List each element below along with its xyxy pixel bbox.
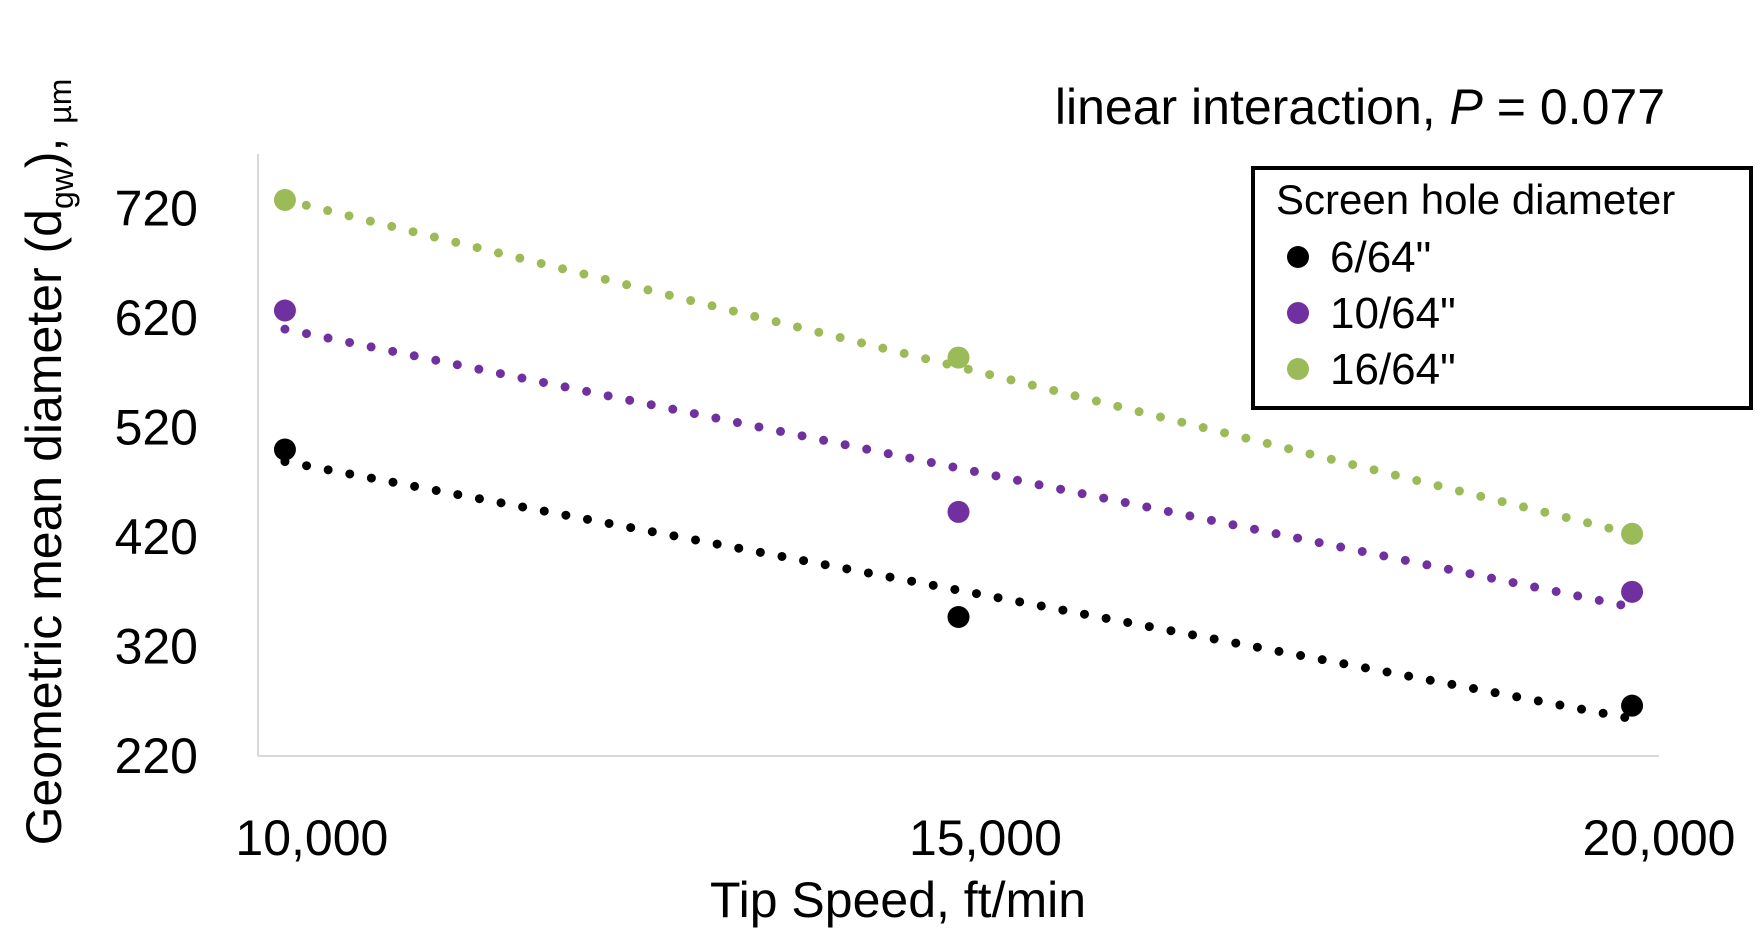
data-point-series-1: [273, 438, 296, 461]
y-tick-label: 220: [115, 728, 198, 784]
data-point-series-1: [1621, 694, 1644, 717]
x-tick-labels: 10,000 15,000 20,000: [235, 810, 1735, 866]
y-tick-label: 420: [115, 509, 198, 565]
data-point-series-3: [947, 346, 970, 369]
trendline-series-2: [280, 324, 1637, 612]
legend-box: [1251, 166, 1753, 410]
y-tick-labels: 220 320 420 520 620 720: [115, 181, 198, 784]
legend-label: 10/64": [1330, 289, 1456, 338]
annotation-prefix: linear interaction,: [1055, 79, 1450, 135]
legend-marker: [1287, 302, 1309, 324]
y-tick-label: 320: [115, 619, 198, 675]
y-axis-title-after: ),: [16, 124, 72, 168]
data-points: [273, 188, 1644, 717]
x-axis-title: Tip Speed, ft/min: [710, 872, 1086, 928]
legend-title: Screen hole diameter: [1276, 176, 1675, 223]
data-point-series-2: [273, 299, 296, 322]
trendline-series-1: [280, 457, 1637, 724]
legend-label: 6/64": [1330, 233, 1431, 282]
y-tick-label: 620: [115, 290, 198, 346]
y-axis-title-subscript: gw: [44, 167, 80, 209]
legend: Screen hole diameter 6/64" 10/64" 16/64": [1251, 166, 1753, 410]
legend-marker: [1287, 358, 1309, 380]
data-point-series-2: [947, 500, 970, 523]
data-point-series-3: [273, 188, 296, 211]
y-tick-label: 520: [115, 400, 198, 456]
legend-label: 16/64": [1330, 345, 1456, 394]
annotation: linear interaction, P = 0.077: [1055, 79, 1665, 135]
y-axis-title: Geometric mean diameter (dgw), µm: [16, 79, 80, 846]
annotation-suffix: = 0.077: [1483, 79, 1665, 135]
data-point-series-3: [1621, 522, 1644, 545]
axes: [257, 154, 1659, 757]
annotation-italic: P: [1450, 79, 1484, 135]
legend-items: 6/64" 10/64" 16/64": [1287, 233, 1456, 394]
y-axis-title-unit: µm: [42, 79, 78, 124]
data-point-series-2: [1621, 580, 1644, 603]
y-tick-label: 720: [115, 181, 198, 237]
data-point-series-1: [947, 605, 970, 628]
x-tick-label: 15,000: [909, 810, 1062, 866]
trendlines: [280, 195, 1637, 724]
x-tick-label: 20,000: [1583, 810, 1736, 866]
legend-marker: [1287, 246, 1309, 268]
x-tick-label: 10,000: [235, 810, 388, 866]
y-axis-title-main: Geometric mean diameter (d: [16, 209, 72, 845]
